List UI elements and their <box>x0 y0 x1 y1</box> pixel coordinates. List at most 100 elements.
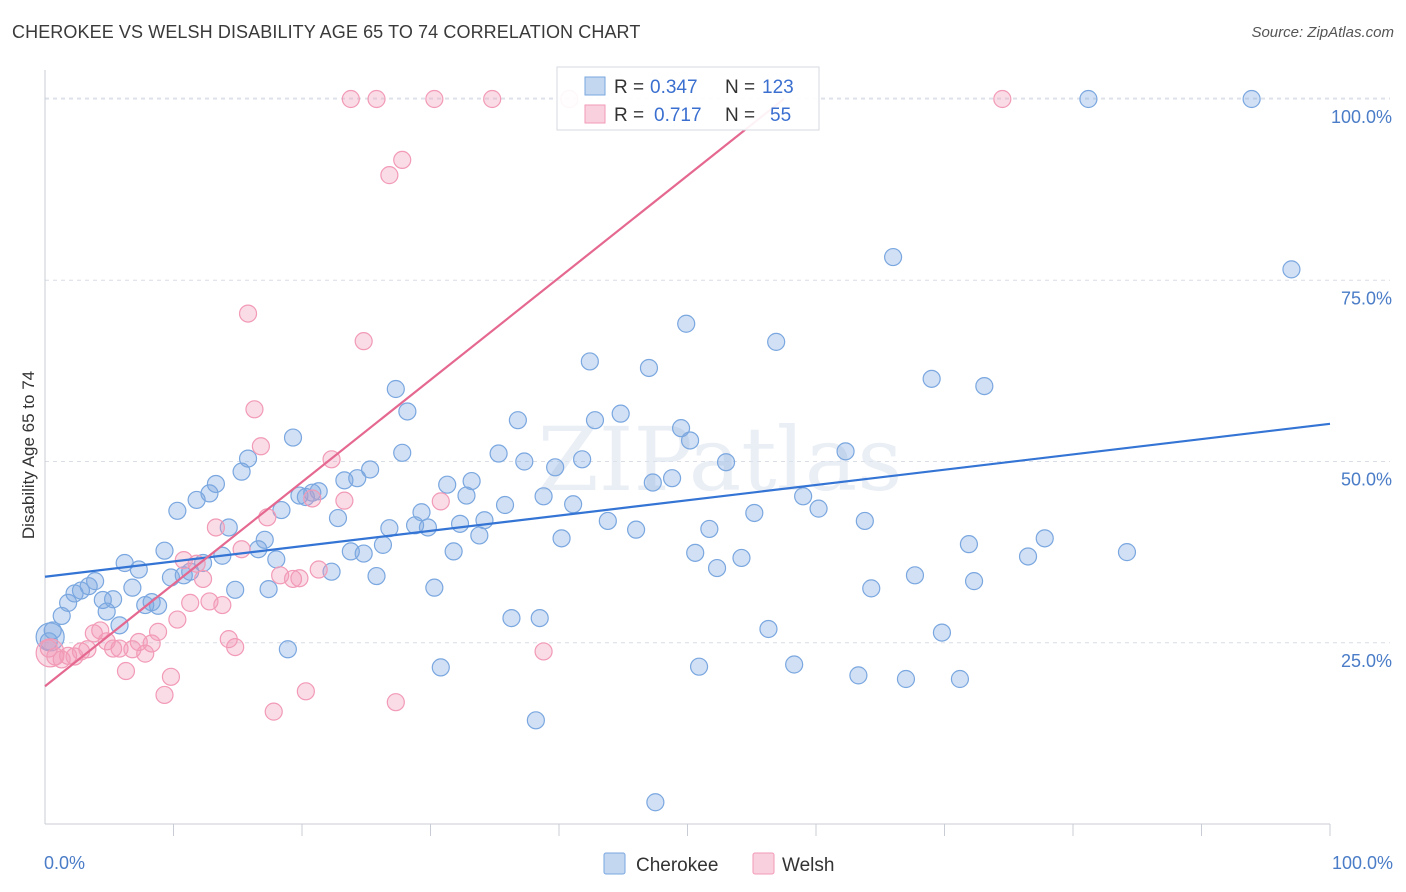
legend-n-label: N = <box>725 105 755 126</box>
cherokee-point <box>502 608 521 628</box>
welsh-point <box>181 593 200 612</box>
cherokee-point <box>206 474 226 494</box>
welsh-point <box>110 639 129 658</box>
y-tick-label: 100.0% <box>1331 107 1392 127</box>
cherokee-large-point <box>35 622 65 652</box>
cherokee-point <box>759 619 778 639</box>
cherokee-point <box>1079 89 1098 109</box>
cherokee-point <box>785 655 804 674</box>
legend-r-value: 0.717 <box>654 105 702 126</box>
cherokee-point <box>716 453 736 472</box>
welsh-point <box>993 89 1012 109</box>
cherokee-legend-swatch <box>584 76 606 96</box>
cherokee-trend-line <box>44 422 1331 578</box>
cherokee-point <box>534 487 553 506</box>
welsh-point <box>136 644 155 663</box>
data-points <box>35 89 1301 812</box>
cherokee-point <box>462 471 481 491</box>
welsh-point <box>367 89 386 109</box>
y-tick-label: 75.0% <box>1341 288 1392 308</box>
cherokee-point <box>1282 260 1301 279</box>
cherokee-point <box>686 543 705 562</box>
cherokee-point <box>883 247 903 267</box>
cherokee-point <box>896 669 916 689</box>
cherokee-point <box>611 404 630 423</box>
cherokee-point <box>444 542 463 561</box>
welsh-point <box>534 642 553 661</box>
welsh-point <box>142 634 161 653</box>
cherokee-point <box>680 431 700 450</box>
welsh-point <box>155 685 174 705</box>
cherokee-series-swatch <box>603 852 626 875</box>
welsh-point <box>116 661 136 681</box>
welsh-point <box>258 508 277 527</box>
cherokee-series-label: Cherokee <box>636 855 718 876</box>
cherokee-point <box>689 657 709 676</box>
welsh-point <box>380 166 399 185</box>
cherokee-point <box>855 511 874 531</box>
welsh-point <box>290 569 309 588</box>
cherokee-point <box>431 658 450 677</box>
cherokee-point <box>373 535 393 554</box>
welsh-point <box>296 682 315 701</box>
welsh-series-label: Welsh <box>782 855 834 876</box>
cherokee-point <box>226 580 245 599</box>
cherokee-point <box>794 487 813 506</box>
cherokee-point <box>526 711 545 730</box>
cherokee-point <box>489 444 508 463</box>
cherokee-point <box>303 483 322 502</box>
welsh-point <box>283 569 303 589</box>
welsh-point <box>354 332 373 351</box>
cherokee-point <box>1242 89 1261 109</box>
cherokee-point <box>707 558 727 578</box>
x-tick-label: 100.0% <box>1332 853 1393 873</box>
welsh-point <box>251 437 270 456</box>
cherokee-point <box>643 473 662 492</box>
welsh-point <box>226 637 245 657</box>
welsh-point <box>309 560 328 579</box>
cherokee-point <box>450 514 470 533</box>
cherokee-point <box>123 578 142 597</box>
cherokee-point <box>418 518 438 537</box>
cherokee-point <box>309 482 328 501</box>
cherokee-point <box>255 530 274 549</box>
cherokee-point <box>809 499 828 518</box>
cherokee-point <box>283 428 303 447</box>
welsh-point <box>161 667 181 686</box>
cherokee-point <box>745 503 764 523</box>
welsh-point <box>91 621 110 640</box>
cherokee-point <box>200 484 219 503</box>
welsh-point <box>431 492 450 511</box>
cherokee-point <box>580 352 599 371</box>
cherokee-point <box>259 579 278 599</box>
cherokee-point <box>238 449 258 468</box>
cherokee-point <box>598 511 617 531</box>
trend-lines <box>44 98 1331 688</box>
cherokee-point <box>367 566 386 586</box>
welsh-point <box>264 702 283 721</box>
cherokee-point <box>1018 547 1038 566</box>
legend-n-value: 123 <box>762 77 794 98</box>
cherokee-point <box>272 500 291 520</box>
welsh-point <box>193 569 213 589</box>
cherokee-point <box>975 377 994 396</box>
cherokee-point <box>564 495 583 514</box>
cherokee-point <box>849 666 868 685</box>
chart-title: CHEROKEE VS WELSH DISABILITY AGE 65 TO 7… <box>12 22 641 42</box>
cherokee-point <box>1117 543 1137 562</box>
welsh-trend-line <box>44 98 785 688</box>
welsh-point <box>341 89 360 109</box>
welsh-point <box>393 150 412 169</box>
cherokee-point <box>361 460 380 479</box>
cherokee-point <box>671 419 691 438</box>
cherokee-point <box>959 535 979 554</box>
cherokee-point <box>398 402 417 421</box>
cherokee-point <box>905 566 925 585</box>
cherokee-point <box>546 458 565 477</box>
cherokee-point <box>278 640 297 659</box>
cherokee-point <box>662 469 682 488</box>
legend-r-label: R = <box>614 77 644 98</box>
cherokee-point <box>573 450 592 469</box>
cherokee-point <box>393 443 412 462</box>
cherokee-point <box>93 590 112 610</box>
